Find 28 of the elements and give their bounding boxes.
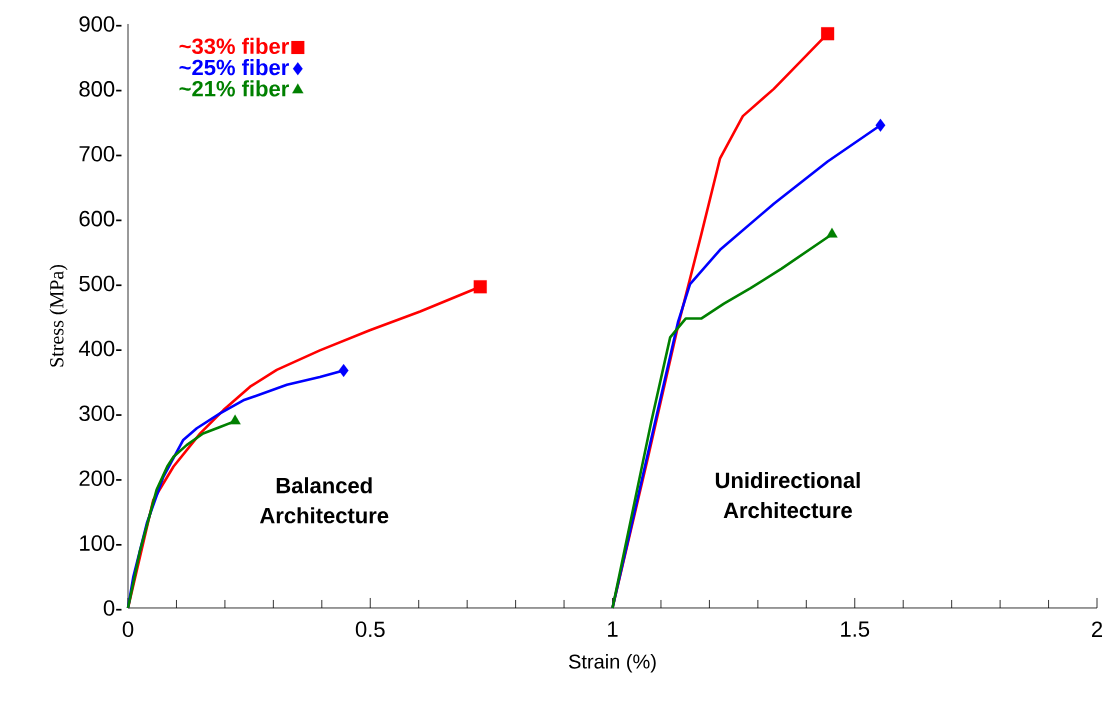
legend-label: ~33% fiber xyxy=(179,37,289,55)
point xyxy=(229,414,241,425)
x-tick-label: 2 xyxy=(1092,621,1103,637)
legend-label: ~21% fiber xyxy=(179,80,289,97)
y-tick-label: 800- xyxy=(79,81,122,97)
legend-label: ~25% fiber xyxy=(179,59,289,76)
y-tick-label: 400- xyxy=(78,340,122,357)
point xyxy=(826,227,838,238)
point xyxy=(875,118,886,132)
y-tick-label: 900- xyxy=(79,16,122,32)
point xyxy=(338,363,349,378)
x-tick-label: 0 xyxy=(122,621,134,638)
y-tick-label: 500- xyxy=(79,275,122,292)
x-tick-label: 0.5 xyxy=(355,621,385,638)
y-tick-label: 0- xyxy=(103,600,122,616)
y-axis-title: Stress (MPa) xyxy=(49,264,68,367)
point xyxy=(821,27,835,41)
x-tick-label: 1 xyxy=(608,621,618,637)
y-tick-label: 200- xyxy=(79,470,122,486)
y-tick-label: 100- xyxy=(80,535,122,551)
y-tick-label: 600- xyxy=(79,210,122,227)
x-tick-label: 1.5 xyxy=(841,621,870,637)
y-tick-label: 700- xyxy=(79,145,122,162)
annotation: Unidirectional Architecture xyxy=(715,472,860,519)
annotation: Balanced Architecture xyxy=(259,477,389,524)
x-axis-title: Strain (%) xyxy=(568,653,656,673)
y-tick-label: 300- xyxy=(79,405,122,422)
point xyxy=(473,280,487,294)
